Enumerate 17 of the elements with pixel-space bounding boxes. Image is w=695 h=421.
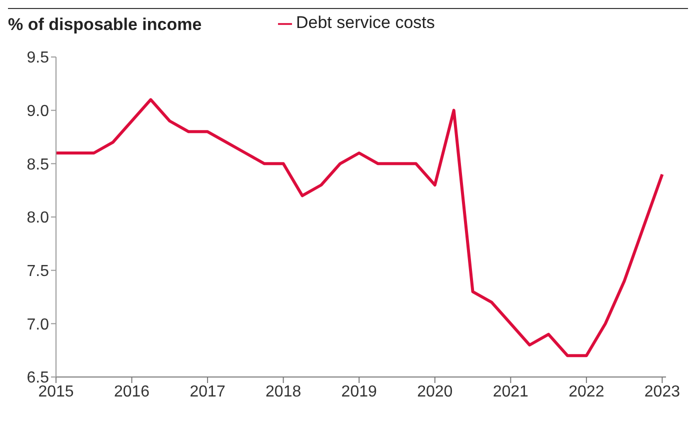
x-tick-label: 2022 (568, 383, 604, 400)
x-tick-label: 2023 (644, 383, 680, 400)
x-tick-label: 2017 (190, 383, 226, 400)
line-series (56, 98, 664, 358)
y-axis-title: % of disposable income (8, 15, 202, 35)
legend-label: Debt service costs (296, 13, 435, 32)
y-tick-label: 8.5 (26, 156, 50, 174)
y-tick-label: 9.5 (26, 50, 50, 67)
y-tick-label: 7.5 (26, 263, 50, 280)
x-tick-label: 2016 (114, 383, 150, 400)
x-tick-label: 2019 (341, 383, 378, 400)
x-tick-label: 2020 (417, 383, 453, 400)
x-tick-label: 2018 (266, 383, 302, 400)
y-tick-label: 7.0 (26, 316, 50, 334)
y-tick-label: 8.0 (26, 210, 50, 227)
x-tick-label: 2021 (492, 383, 529, 400)
y-tick-label: 9.0 (26, 103, 50, 120)
